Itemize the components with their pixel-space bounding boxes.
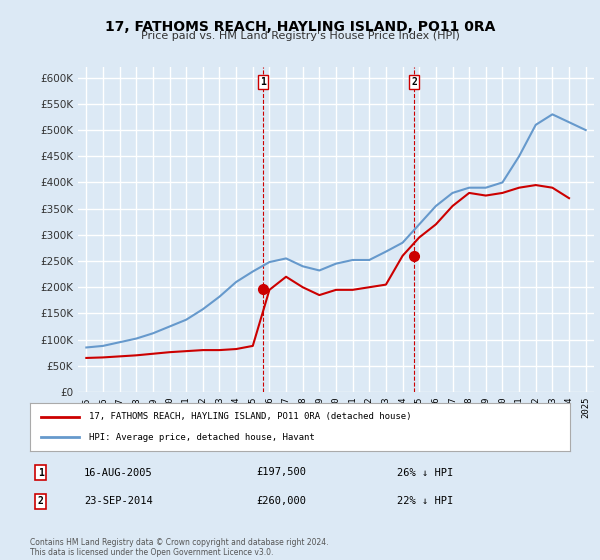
Text: 17, FATHOMS REACH, HAYLING ISLAND, PO11 0RA: 17, FATHOMS REACH, HAYLING ISLAND, PO11 … — [105, 20, 495, 34]
Text: £260,000: £260,000 — [257, 497, 307, 506]
Text: 2: 2 — [411, 77, 417, 87]
Text: 17, FATHOMS REACH, HAYLING ISLAND, PO11 0RA (detached house): 17, FATHOMS REACH, HAYLING ISLAND, PO11 … — [89, 412, 412, 421]
Text: 16-AUG-2005: 16-AUG-2005 — [84, 468, 153, 478]
Text: 23-SEP-2014: 23-SEP-2014 — [84, 497, 153, 506]
Text: 1: 1 — [38, 468, 44, 478]
Text: 2: 2 — [38, 497, 44, 506]
Text: £197,500: £197,500 — [257, 468, 307, 478]
Text: 22% ↓ HPI: 22% ↓ HPI — [397, 497, 454, 506]
Text: Price paid vs. HM Land Registry's House Price Index (HPI): Price paid vs. HM Land Registry's House … — [140, 31, 460, 41]
Text: HPI: Average price, detached house, Havant: HPI: Average price, detached house, Hava… — [89, 433, 315, 442]
Text: 1: 1 — [260, 77, 266, 87]
Text: 26% ↓ HPI: 26% ↓ HPI — [397, 468, 454, 478]
Text: Contains HM Land Registry data © Crown copyright and database right 2024.
This d: Contains HM Land Registry data © Crown c… — [30, 538, 329, 557]
